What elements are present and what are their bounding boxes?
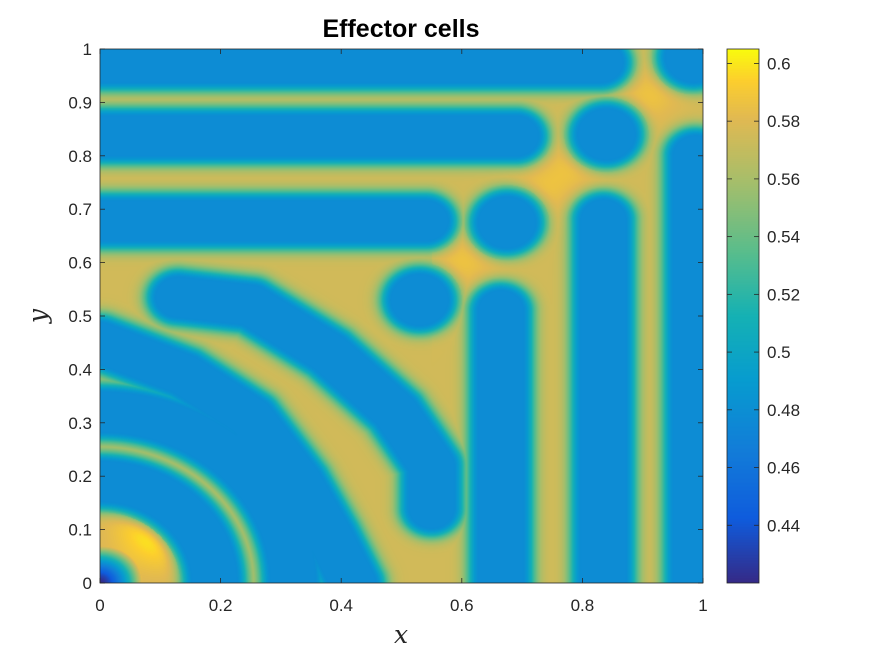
colorbar-tick-label: 0.56	[767, 170, 800, 189]
x-axis-label: x	[394, 620, 408, 649]
y-tick-label: 0.8	[68, 147, 92, 166]
colorbar-tick-label: 0.46	[767, 459, 800, 478]
y-tick-label: 0	[83, 574, 92, 593]
chart-title: Effector cells	[322, 15, 479, 43]
x-tick-label: 1	[698, 596, 707, 615]
y-tick-label: 0.7	[68, 200, 92, 219]
y-axis-ticks: 0 0.1 0.2 0.3 0.4 0.5 0.6 0.7 0.8 0.9 1	[68, 40, 703, 593]
colorbar-gradient	[727, 49, 759, 583]
y-tick-label: 0.9	[68, 93, 92, 112]
colorbar: 0.44 0.46 0.48 0.5 0.52 0.54 0.56 0.58 0.6	[726, 48, 800, 584]
x-tick-label: 0.8	[571, 596, 595, 615]
colorbar-tick-label: 0.6	[767, 54, 791, 73]
plot-area	[99, 48, 704, 584]
heatmap-image	[100, 49, 703, 583]
colorbar-frame	[726, 48, 760, 584]
x-tick-label: 0.6	[450, 596, 474, 615]
y-tick-label: 0.6	[68, 254, 92, 273]
colorbar-ticks: 0.44 0.46 0.48 0.5 0.52 0.54 0.56 0.58 0.6	[727, 54, 800, 535]
y-tick-label: 1	[83, 40, 92, 59]
y-tick-label: 0.3	[68, 414, 92, 433]
x-axis-ticks: 0 0.2 0.4 0.6 0.8 1	[95, 49, 708, 615]
y-tick-label: 0.2	[68, 467, 92, 486]
colorbar-tick-label: 0.48	[767, 401, 800, 420]
y-tick-label: 0.4	[68, 360, 92, 379]
x-tick-label: 0.2	[209, 596, 233, 615]
colorbar-tick-label: 0.58	[767, 112, 800, 131]
x-tick-label: 0	[95, 596, 104, 615]
colorbar-tick-label: 0.5	[767, 343, 791, 362]
y-tick-label: 0.1	[68, 521, 92, 540]
x-tick-label: 0.4	[329, 596, 353, 615]
y-tick-label: 0.5	[68, 307, 92, 326]
colorbar-tick-label: 0.44	[767, 516, 800, 535]
y-axis-label: y	[23, 308, 52, 324]
colorbar-tick-label: 0.52	[767, 285, 800, 304]
colorbar-tick-label: 0.54	[767, 228, 800, 247]
